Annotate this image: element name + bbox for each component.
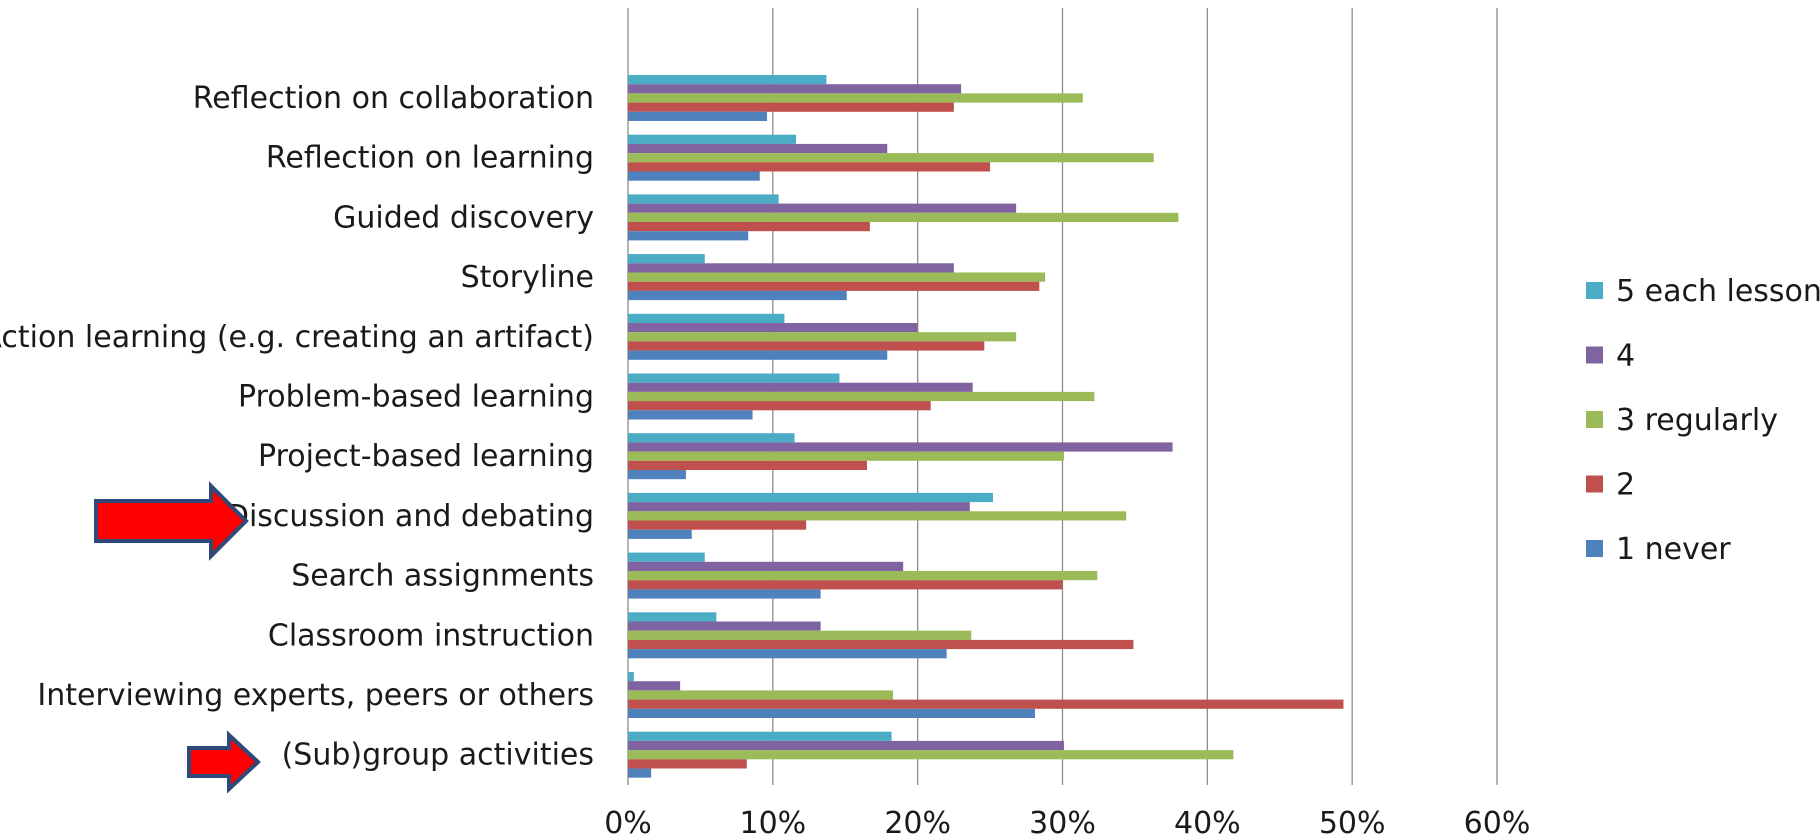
- x-tick-label: 0%: [604, 806, 652, 840]
- legend-label-2: 2: [1616, 468, 1635, 503]
- legend-swatch-1-never: [1586, 540, 1603, 557]
- category-label: Guided discovery: [333, 200, 594, 235]
- category-label: Search assignments: [291, 559, 594, 594]
- bar-4-problem-based-learning: [628, 382, 973, 392]
- bar-3-regularly-sub-group-activities: [628, 750, 1234, 760]
- bar-1-never-sub-group-activities: [628, 768, 652, 778]
- category-label: (Sub)group activities: [282, 738, 594, 773]
- legend-swatch-2: [1586, 475, 1603, 493]
- x-tick-label: 30%: [1029, 806, 1096, 840]
- bar-2-reflection-on-collaboration: [628, 102, 954, 112]
- bar-1-never-problem-based-learning: [628, 410, 753, 420]
- legend-label-5-each-lesson: 5 each lesson: [1616, 274, 1820, 309]
- bar-4-discussion-and-debating: [628, 502, 970, 512]
- bar-3-regularly-reflection-on-collaboration: [628, 93, 1083, 103]
- bars: [628, 75, 1344, 778]
- bar-5-each-lesson-project-based-learning: [628, 433, 795, 443]
- bar-2-problem-based-learning: [628, 401, 931, 411]
- legend-swatch-3-regularly: [1586, 411, 1603, 428]
- bar-3-regularly-classroom-instruction: [628, 630, 972, 640]
- category-label: Reflection on collaboration: [193, 81, 594, 116]
- category-label: Discussion and debating: [226, 499, 594, 534]
- bar-1-never-project-based-learning: [628, 470, 686, 480]
- bar-2-interviewing-experts-peers-or-others: [628, 699, 1344, 709]
- bar-5-each-lesson-guided-discovery: [628, 194, 779, 204]
- bar-4-guided-discovery: [628, 203, 1017, 213]
- bar-5-each-lesson-sub-group-activities: [628, 731, 892, 741]
- bar-1-never-discussion-and-debating: [628, 529, 692, 539]
- bar-2-project-based-learning: [628, 460, 867, 470]
- bar-5-each-lesson-interviewing-experts-peers-or-others: [628, 672, 634, 682]
- bar-3-regularly-project-based-learning: [628, 451, 1064, 461]
- bar-5-each-lesson-reflection-on-learning: [628, 134, 797, 144]
- x-tick-label: 20%: [884, 806, 951, 840]
- bar-2-reflection-on-learning: [628, 162, 991, 172]
- bar-2-classroom-instruction: [628, 639, 1134, 650]
- x-tick-label: 10%: [739, 806, 806, 840]
- bar-3-regularly-problem-based-learning: [628, 391, 1095, 402]
- bar-5-each-lesson-reflection-on-collaboration: [628, 75, 827, 85]
- bar-5-each-lesson-search-assignments: [628, 552, 705, 562]
- category-label: Action learning (e.g. creating an artifa…: [0, 320, 594, 355]
- legend: 5 each lesson 4 3 regularly 2 1 never: [1586, 274, 1820, 567]
- bar-4-sub-group-activities: [628, 740, 1064, 751]
- bar-4-classroom-instruction: [628, 621, 821, 631]
- bar-3-regularly-action-learning-e-g-creating-an-artifact: [628, 332, 1017, 342]
- bar-2-storyline: [628, 281, 1040, 291]
- bar-3-regularly-interviewing-experts-peers-or-others: [628, 690, 894, 700]
- bar-5-each-lesson-problem-based-learning: [628, 373, 840, 383]
- bar-2-discussion-and-debating: [628, 520, 807, 530]
- bar-1-never-classroom-instruction: [628, 649, 947, 659]
- bar-3-regularly-guided-discovery: [628, 212, 1179, 222]
- x-tick-label: 50%: [1319, 806, 1386, 840]
- category-label: Project-based learning: [258, 439, 594, 474]
- category-label: Classroom instruction: [268, 618, 594, 653]
- bar-1-never-search-assignments: [628, 589, 821, 599]
- category-label: Problem-based learning: [238, 380, 594, 415]
- bar-4-storyline: [628, 263, 954, 273]
- bar-4-interviewing-experts-peers-or-others: [628, 681, 681, 691]
- bar-1-never-action-learning-e-g-creating-an-artifact: [628, 350, 888, 360]
- category-label: Storyline: [461, 260, 594, 295]
- legend-label-4: 4: [1616, 339, 1635, 374]
- red-arrow-icon: [94, 481, 249, 561]
- bar-1-never-storyline: [628, 290, 847, 301]
- category-label: Reflection on learning: [266, 141, 594, 176]
- legend-swatch-5-each-lesson: [1586, 282, 1603, 299]
- bar-1-never-interviewing-experts-peers-or-others: [628, 708, 1035, 718]
- category-labels: Reflection on collaboration Reflection on…: [0, 81, 594, 773]
- bar-5-each-lesson-action-learning-e-g-creating-an-artifact: [628, 313, 785, 323]
- bar-2-guided-discovery: [628, 222, 870, 232]
- legend-swatch-4: [1586, 346, 1603, 364]
- bar-5-each-lesson-storyline: [628, 254, 705, 264]
- bar-2-action-learning-e-g-creating-an-artifact: [628, 341, 985, 351]
- x-tick-label: 60%: [1464, 806, 1531, 840]
- bar-4-search-assignments: [628, 561, 904, 571]
- red-arrow-icon: [187, 730, 261, 794]
- bar-2-search-assignments: [628, 580, 1063, 590]
- bar-2-sub-group-activities: [628, 759, 747, 769]
- bar-5-each-lesson-discussion-and-debating: [628, 492, 993, 503]
- x-axis-tick-labels: 0% 10% 20% 30% 40% 50% 60%: [604, 806, 1530, 840]
- bar-3-regularly-storyline: [628, 272, 1046, 282]
- legend-label-3-regularly: 3 regularly: [1616, 403, 1778, 438]
- bar-5-each-lesson-classroom-instruction: [628, 612, 717, 622]
- bar-1-never-guided-discovery: [628, 231, 749, 241]
- category-label: Interviewing experts, peers or others: [37, 678, 594, 713]
- bar-1-never-reflection-on-learning: [628, 171, 760, 181]
- bar-3-regularly-reflection-on-learning: [628, 153, 1154, 163]
- x-tick-label: 40%: [1174, 806, 1241, 840]
- bar-3-regularly-search-assignments: [628, 571, 1098, 581]
- bar-4-reflection-on-collaboration: [628, 84, 962, 94]
- bar-3-regularly-discussion-and-debating: [628, 511, 1127, 521]
- bar-4-project-based-learning: [628, 442, 1173, 452]
- legend-label-1-never: 1 never: [1616, 532, 1731, 567]
- bar-4-action-learning-e-g-creating-an-artifact: [628, 323, 918, 333]
- annotations: [94, 481, 261, 794]
- bar-4-reflection-on-learning: [628, 143, 888, 154]
- bar-1-never-reflection-on-collaboration: [628, 111, 768, 121]
